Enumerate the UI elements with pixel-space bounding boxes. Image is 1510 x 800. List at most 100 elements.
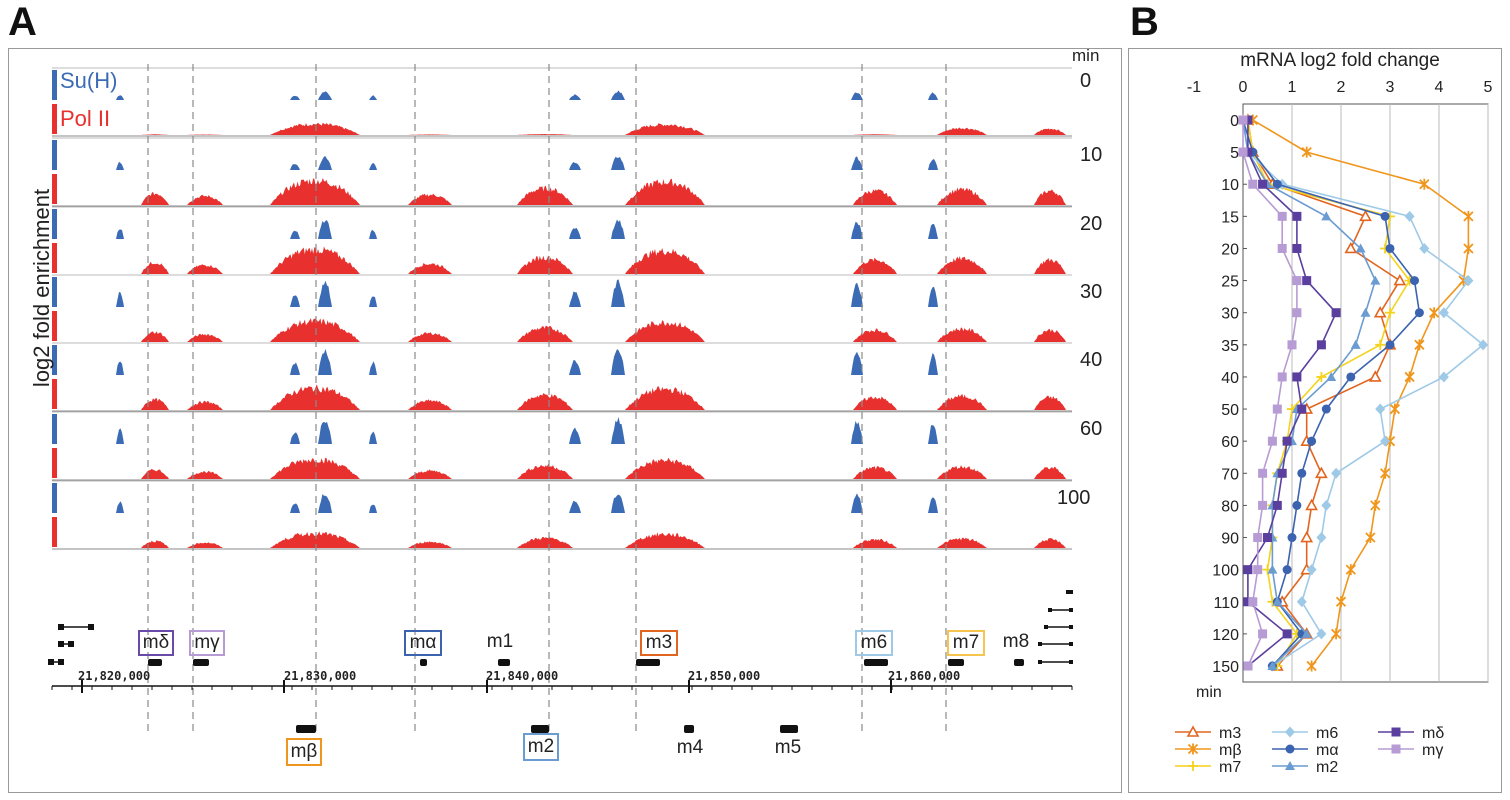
exon-block xyxy=(1048,608,1052,612)
data-point xyxy=(1297,404,1307,414)
data-point xyxy=(1380,435,1391,447)
pol2-peak xyxy=(517,325,573,342)
series-line xyxy=(1242,119,1377,667)
data-point xyxy=(1404,210,1415,222)
pol2-peak xyxy=(141,540,169,548)
x-tick-label: 2 xyxy=(1337,79,1346,96)
data-point xyxy=(1277,243,1287,253)
pol2-peak xyxy=(853,134,897,135)
pol2-peak xyxy=(141,468,169,479)
suh-peak xyxy=(928,224,938,239)
chart-series xyxy=(1238,113,1489,672)
y-tick-label: 100 xyxy=(1212,563,1239,580)
browser-tracks xyxy=(48,64,1073,735)
suh-peak xyxy=(611,417,625,444)
pol2-peak xyxy=(141,134,169,135)
suh-peak xyxy=(116,428,124,444)
data-point xyxy=(1282,629,1292,639)
exon-block xyxy=(58,624,64,630)
pol2-track-marker xyxy=(52,104,57,134)
legend-label: m3 xyxy=(1219,725,1241,742)
gene-block xyxy=(193,659,209,666)
legend-swatch-marker xyxy=(1188,761,1198,771)
legend-label: m7 xyxy=(1219,759,1241,776)
legend-label: m2 xyxy=(1316,759,1338,776)
pol2-peak xyxy=(270,457,360,479)
gene-label-m-delta: mδ xyxy=(138,630,174,656)
pol2-peak xyxy=(1034,395,1066,410)
legend-label: mα xyxy=(1316,742,1339,759)
data-point xyxy=(1438,371,1449,383)
suh-peak xyxy=(569,427,581,444)
pol2-peak xyxy=(408,399,452,410)
data-point xyxy=(1331,467,1342,479)
pol2-peak xyxy=(408,262,452,274)
pol2-peak xyxy=(517,255,573,274)
pol2-peak xyxy=(625,320,705,342)
data-point xyxy=(1253,565,1263,575)
data-point xyxy=(1375,403,1386,415)
pol2-peak xyxy=(187,542,223,548)
data-point xyxy=(1258,629,1268,639)
y-tick-label: 60 xyxy=(1221,434,1239,451)
y-tick-label: 15 xyxy=(1221,209,1239,226)
suh-peak xyxy=(851,156,863,170)
time-point-label: 100 xyxy=(1057,487,1091,509)
pol2-peak xyxy=(517,185,573,205)
data-point xyxy=(1368,370,1382,382)
legend-swatch-marker xyxy=(1391,727,1401,737)
gene-label-m6: m6 xyxy=(855,630,893,656)
data-point xyxy=(1335,596,1347,608)
pol2-peak xyxy=(187,264,223,274)
coord-tick-label: 21,840,000 xyxy=(486,669,559,683)
data-point xyxy=(1373,306,1387,318)
suh-peak xyxy=(116,229,124,239)
data-point xyxy=(1370,275,1381,285)
suh-peak xyxy=(290,164,300,170)
y-tick-label: 50 xyxy=(1221,402,1239,419)
pol2-peak xyxy=(187,470,223,479)
data-point xyxy=(1438,307,1449,319)
pol2-peak xyxy=(408,193,452,205)
y-tick-label: 0 xyxy=(1230,113,1239,130)
suh-peak xyxy=(369,229,377,239)
pol2-peak xyxy=(270,122,360,135)
exon-block xyxy=(58,641,64,647)
gene-block xyxy=(1014,659,1024,666)
suh-peak xyxy=(318,220,332,239)
exon-block xyxy=(1066,590,1070,594)
data-point xyxy=(1350,339,1361,349)
y-tick-label: 110 xyxy=(1213,595,1239,612)
data-point xyxy=(1316,628,1327,640)
suh-track-marker xyxy=(52,209,57,239)
y-tick-label: 20 xyxy=(1221,241,1239,258)
suh-peak xyxy=(928,92,938,100)
x-tick-label: -1 xyxy=(1187,79,1201,96)
data-point xyxy=(1306,660,1317,672)
data-point xyxy=(1305,498,1318,511)
time-point-label: 60 xyxy=(1080,418,1103,440)
chart-title: mRNA log2 fold change xyxy=(1240,50,1440,71)
data-point xyxy=(1272,500,1282,510)
data-point xyxy=(1428,307,1440,319)
data-point xyxy=(1326,371,1337,381)
y-tick-label: 150 xyxy=(1212,659,1239,676)
pol2-peak xyxy=(270,177,360,205)
data-point xyxy=(1385,340,1395,350)
pol2-peak xyxy=(270,531,360,548)
data-point xyxy=(1296,596,1307,608)
gene-block xyxy=(636,659,660,666)
data-point xyxy=(1267,564,1278,574)
series-line xyxy=(1242,120,1298,667)
pol2-peak xyxy=(937,393,987,410)
pol2-peak xyxy=(625,178,705,205)
data-point xyxy=(1385,307,1395,318)
gene-block xyxy=(531,725,549,733)
chart-ticks: -1 0 1 2 3 4 505101520253035405060708090100110… xyxy=(1187,79,1493,676)
legend-swatch-marker xyxy=(1187,743,1199,755)
data-point xyxy=(1345,564,1356,576)
series-mδ xyxy=(1243,115,1341,671)
exon-block xyxy=(1069,608,1073,612)
data-point xyxy=(1243,115,1253,125)
gene-block xyxy=(498,659,510,666)
